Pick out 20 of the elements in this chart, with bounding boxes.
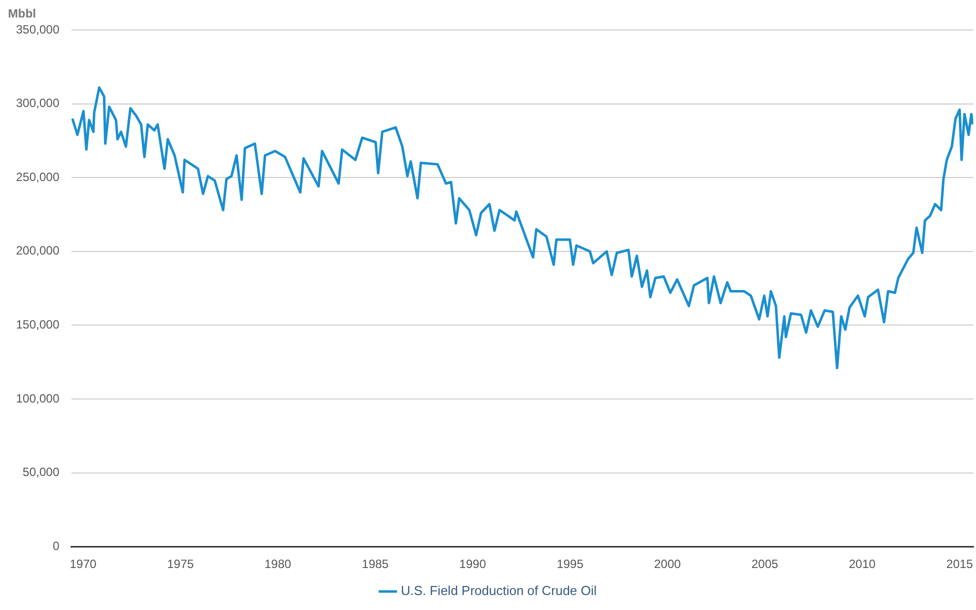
x-tick-label: 1975 bbox=[167, 557, 194, 572]
x-tick-label: 1990 bbox=[459, 557, 486, 572]
y-tick-label: 150,000 bbox=[16, 318, 60, 332]
y-tick-label: 300,000 bbox=[16, 96, 60, 110]
legend-label: U.S. Field Production of Crude Oil bbox=[400, 583, 597, 598]
y-axis-title: Mbbl bbox=[8, 6, 36, 20]
y-tick-label: 200,000 bbox=[16, 244, 60, 258]
x-tick-label: 2000 bbox=[654, 557, 682, 572]
x-tick-label: 2010 bbox=[848, 557, 876, 572]
y-tick-label: 100,000 bbox=[16, 391, 60, 406]
y-tick-label: 250,000 bbox=[16, 170, 60, 184]
x-tick-label: 2015 bbox=[946, 557, 974, 572]
x-tick-label: 1970 bbox=[70, 557, 97, 572]
x-tick-label: 2005 bbox=[751, 557, 778, 572]
y-tick-label: 350,000 bbox=[16, 22, 60, 36]
x-tick-label: 1995 bbox=[556, 557, 584, 572]
y-tick-label: 50,000 bbox=[22, 465, 60, 480]
y-tick-label: 0 bbox=[52, 538, 60, 553]
x-tick-label: 1985 bbox=[362, 557, 389, 572]
x-tick-label: 1980 bbox=[264, 557, 292, 572]
